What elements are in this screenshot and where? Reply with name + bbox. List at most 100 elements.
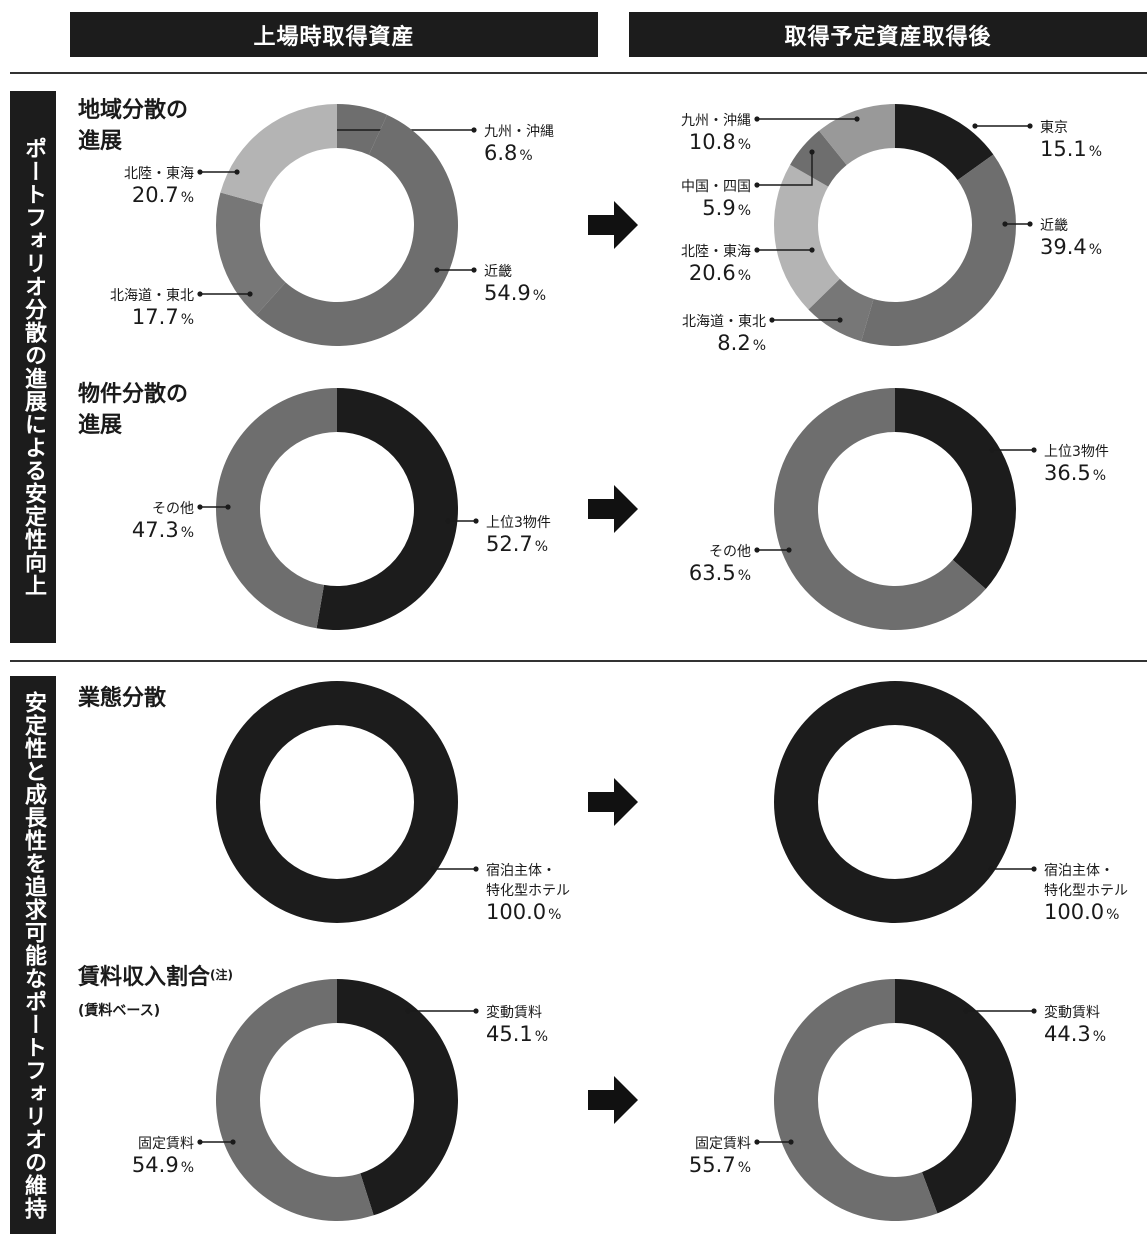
slice-value: 54.9% xyxy=(132,1153,194,1177)
leader-dot xyxy=(854,116,860,122)
slice-label: 変動賃料 xyxy=(1044,1004,1100,1021)
leader-dot xyxy=(837,317,843,323)
leader-dot xyxy=(1031,447,1037,453)
section-title-property: 物件分散の 進展 xyxy=(78,382,189,438)
donut-slice xyxy=(790,130,847,187)
leader-dot xyxy=(471,127,477,133)
slice-value: 5.9% xyxy=(702,196,751,220)
donut-slice xyxy=(215,979,374,1222)
donut-slice xyxy=(216,681,458,923)
slice-value: 39.4% xyxy=(1040,235,1102,259)
leader-dot xyxy=(471,267,477,273)
donut-slice xyxy=(216,192,286,316)
column-header-after: 取得予定資産取得後 xyxy=(629,12,1147,57)
leader-dot xyxy=(197,504,203,510)
slice-value: 20.7% xyxy=(132,183,194,207)
leader-dot xyxy=(988,866,994,872)
slice-label: 中国・四国 xyxy=(681,179,751,195)
slice-value: 45.1% xyxy=(486,1022,548,1046)
leader-dot xyxy=(473,1008,479,1014)
section-subtitle-rent: (賃料ベース) xyxy=(78,1003,161,1019)
leader-dot xyxy=(247,291,253,297)
leader-dot xyxy=(230,1139,236,1145)
slice-value: 52.7% xyxy=(486,532,548,556)
slice-value: 63.5% xyxy=(689,561,751,585)
section-title-business: 業態分散 xyxy=(78,686,167,711)
leader-dot xyxy=(809,149,815,155)
section-title-rent: 賃料収入割合(注) xyxy=(78,962,233,993)
slice-value: 10.8% xyxy=(689,130,751,154)
slice-label: 宿泊主体・特化型ホテル xyxy=(486,862,570,899)
slice-label: 北陸・東海 xyxy=(681,244,751,260)
leader-dot xyxy=(769,317,775,323)
leader-dot xyxy=(972,123,978,129)
donut-slice xyxy=(895,104,994,181)
slice-value: 100.0% xyxy=(486,900,561,924)
leader-dot xyxy=(405,1008,411,1014)
donut-slice xyxy=(316,388,459,630)
slice-label: その他 xyxy=(709,544,751,560)
donut-slice xyxy=(808,278,874,342)
leader-dot xyxy=(473,518,479,524)
leader-dot xyxy=(197,169,203,175)
leader-dot xyxy=(963,1008,969,1014)
leader-dot xyxy=(754,547,760,553)
slice-value: 8.2% xyxy=(717,331,766,355)
slice-label: 固定賃料 xyxy=(138,1136,194,1152)
slice-value: 36.5% xyxy=(1044,461,1106,485)
donut-slice xyxy=(773,979,938,1221)
donut-slice xyxy=(774,388,986,630)
arrow-icon xyxy=(588,201,638,249)
leader-line xyxy=(757,152,813,186)
arrow-icon xyxy=(588,1076,638,1124)
leader-dot xyxy=(434,267,440,273)
donut-slice xyxy=(216,388,337,629)
arrow-icon xyxy=(588,485,638,533)
section-title-rent-note: (注) xyxy=(210,968,233,982)
slice-label: 北陸・東海 xyxy=(124,166,194,182)
donut-slice xyxy=(861,154,1016,346)
arrow-icon xyxy=(588,778,638,826)
divider-middle xyxy=(10,660,1147,662)
slice-value: 15.1% xyxy=(1040,137,1102,161)
leader-dot xyxy=(1027,123,1033,129)
band-stability: ポートフォリオ分散の進展による安定性向上 xyxy=(10,91,56,643)
leader-dot xyxy=(809,247,815,253)
slice-label: 近畿 xyxy=(484,264,512,280)
slice-label: 固定賃料 xyxy=(695,1136,751,1152)
leader-dot xyxy=(786,547,792,553)
leader-dot xyxy=(754,1139,760,1145)
leader-dot xyxy=(445,518,451,524)
slice-label: 上位3物件 xyxy=(486,515,551,531)
leader-dot xyxy=(754,116,760,122)
slice-label: 東京 xyxy=(1040,120,1068,136)
donut-slice xyxy=(774,681,1016,923)
slice-value: 6.8% xyxy=(484,141,533,165)
slice-label: 変動賃料 xyxy=(486,1004,542,1021)
donut-slice xyxy=(773,164,840,310)
slice-value: 55.7% xyxy=(689,1153,751,1177)
donut-slice xyxy=(337,979,458,1216)
slice-label: 宿泊主体・特化型ホテル xyxy=(1044,862,1128,899)
column-header-before: 上場時取得資産 xyxy=(70,12,598,57)
slice-value: 54.9% xyxy=(484,281,546,305)
donut-slice xyxy=(895,388,1017,590)
slice-label: 北海道・東北 xyxy=(682,314,766,330)
leader-dot xyxy=(989,447,995,453)
divider-top xyxy=(10,72,1147,74)
leader-dot xyxy=(1031,866,1037,872)
slice-label: 北海道・東北 xyxy=(110,288,194,304)
donut-slice xyxy=(256,114,459,347)
donut-slice xyxy=(220,104,337,205)
leader-dot xyxy=(473,866,479,872)
leader-dot xyxy=(197,291,203,297)
leader-dot xyxy=(234,169,240,175)
leader-dot xyxy=(225,504,231,510)
section-title-rent-text: 賃料収入割合 xyxy=(78,965,211,990)
